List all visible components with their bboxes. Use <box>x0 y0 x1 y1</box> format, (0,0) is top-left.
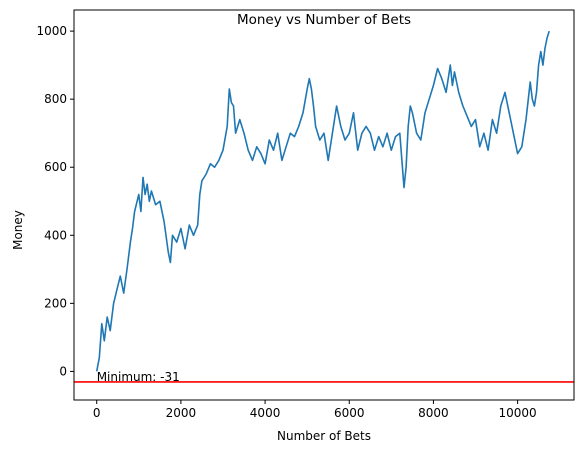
y-tick-label: 1000 <box>36 24 67 38</box>
chart-title: Money vs Number of Bets <box>237 12 411 28</box>
x-tick-label: 2000 <box>166 406 197 420</box>
x-tick-label: 8000 <box>418 406 449 420</box>
y-tick-label: 200 <box>44 296 67 310</box>
y-tick-label: 400 <box>44 228 67 242</box>
x-axis-label: Number of Bets <box>277 429 371 443</box>
minimum-annotation: Minimum: -31 <box>97 370 180 384</box>
plot-area <box>74 30 574 383</box>
axis-ticks: 0 2000 4000 6000 8000 10000 0 200 400 600 800 1000 <box>36 24 536 420</box>
series-line-0 <box>95 30 550 372</box>
x-tick-label: 6000 <box>334 406 365 420</box>
x-tick-label: 4000 <box>250 406 281 420</box>
x-tick-label: 0 <box>93 406 101 420</box>
y-tick-label: 0 <box>59 364 67 378</box>
y-tick-label: 800 <box>44 92 67 106</box>
y-axis-label: Money <box>11 210 25 250</box>
x-tick-label: 10000 <box>499 406 537 420</box>
plot-frame <box>73 9 575 401</box>
y-tick-label: 600 <box>44 160 67 174</box>
